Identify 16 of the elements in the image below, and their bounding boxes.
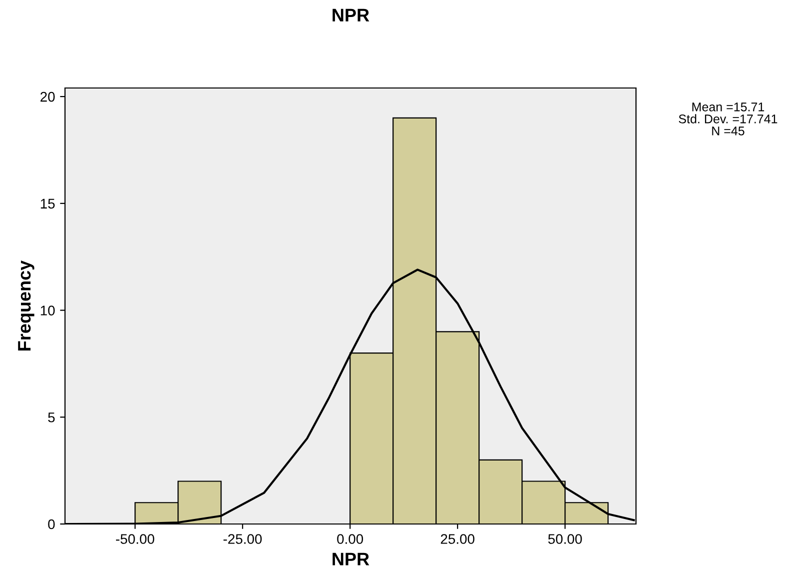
chart-title: NPR — [332, 8, 370, 22]
y-tick-label: 10 — [40, 306, 55, 316]
x-axis-title: NPR — [332, 552, 370, 566]
x-tick-label: -50.00 — [116, 534, 154, 544]
y-tick-label: 15 — [40, 198, 55, 209]
y-tick-label: 20 — [40, 92, 55, 102]
x-tick-label: 25.00 — [440, 534, 474, 544]
x-tick-label: 50.00 — [548, 534, 582, 544]
text: N =45 — [712, 126, 744, 136]
x-tick-label: 0.00 — [337, 534, 364, 544]
x-tick-label: -25.00 — [224, 534, 262, 544]
text: Std. Dev. =17.741 — [678, 114, 778, 124]
text: Mean =15.71 — [692, 102, 764, 112]
y-tick-label: 5 — [48, 412, 55, 422]
y-axis-title: Frequency — [18, 260, 34, 350]
y-tick-label: 0 — [48, 519, 55, 530]
